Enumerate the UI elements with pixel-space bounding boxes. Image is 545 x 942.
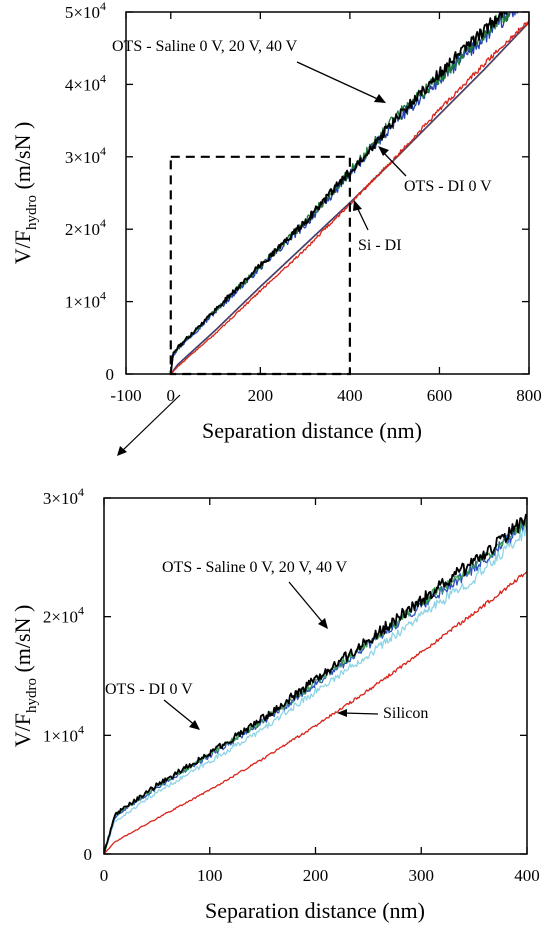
top-y-axis-title: V/Fhydro (m/sN ) (10, 122, 40, 265)
chart-bottom: 0 100 200 300 400 0 1×104 2×104 3×104 Separatio… (10, 485, 540, 923)
top-arrowhead-ots-saline (374, 94, 386, 103)
bottom-annotation-silicon: Silicon (383, 705, 428, 722)
y-tick-label: 3×104 (43, 485, 84, 508)
bottom-arrow-ots-di (163, 699, 197, 727)
y-tick-label: 2×104 (65, 216, 106, 239)
y-tick-label: 3×104 (65, 144, 106, 167)
bottom-arrowhead-ots-di (189, 720, 200, 730)
x-tick-label: 800 (516, 386, 542, 405)
y-tick-label: 1×104 (43, 722, 84, 745)
top-arrowhead-si-di (353, 200, 362, 211)
top-y-ticks: 0 1×104 2×104 3×104 4×104 5×104 (65, 0, 529, 384)
top-arrowhead-ots-di (378, 146, 389, 156)
bottom-arrowhead-silicon (337, 709, 347, 717)
x-tick-label: 0 (100, 866, 109, 885)
x-tick-label: 400 (514, 866, 540, 885)
bottom-arrow-silicon (342, 712, 379, 715)
top-y-axis-suffix: (m/sN ) (10, 122, 35, 195)
bottom-x-axis-title: Separation distance (nm) (205, 898, 425, 923)
top-arrow-ots-di (380, 149, 407, 177)
top-y-axis-prefix: V/F (10, 230, 35, 264)
series-line-4 (104, 571, 527, 854)
series-line-3 (104, 513, 527, 854)
bottom-annotation-ots-di: OTS - DI 0 V (105, 681, 193, 698)
x-tick-label: 600 (427, 386, 453, 405)
bottom-arrow-ots-saline (288, 581, 325, 625)
bottom-annotation-ots-saline: OTS - Saline 0 V, 20 V, 40 V (162, 559, 348, 576)
series-line-5 (170, 18, 529, 374)
top-annotation-ots-di: OTS - DI 0 V (404, 178, 492, 195)
series-line-4 (170, 21, 529, 374)
top-arrow-ots-saline (296, 61, 383, 102)
x-tick-label: 200 (248, 386, 274, 405)
x-tick-label: -100 (110, 386, 141, 405)
x-tick-label: 100 (197, 866, 223, 885)
y-tick-label: 0 (84, 845, 93, 864)
x-tick-label: 0 (167, 386, 176, 405)
top-annotation-ots-saline: OTS - Saline 0 V, 20 V, 40 V (112, 38, 298, 55)
bottom-y-axis-title: V/Fhydro (m/sN ) (10, 605, 40, 748)
y-tick-label: 1×104 (65, 289, 106, 312)
bottom-x-ticks: 0 100 200 300 400 (100, 498, 540, 885)
x-tick-label: 200 (303, 866, 329, 885)
top-annotation-si-di: Si - DI (358, 237, 402, 254)
zoom-connector-arrow (120, 394, 181, 453)
y-tick-label: 2×104 (43, 604, 84, 627)
bottom-y-axis-sub: hydro (24, 678, 40, 713)
series-line-0 (104, 524, 527, 854)
top-y-axis-sub: hydro (24, 195, 40, 230)
top-x-axis-title: Separation distance (nm) (202, 418, 422, 443)
top-plot-frame (125, 11, 530, 375)
x-tick-label: 300 (409, 866, 435, 885)
bottom-arrowhead-ots-saline (318, 618, 328, 629)
top-x-ticks: -100 0 200 400 600 800 (110, 12, 542, 405)
bottom-y-ticks: 0 1×104 2×104 3×104 (43, 485, 527, 864)
bottom-y-axis-prefix: V/F (10, 713, 35, 747)
y-tick-label: 5×104 (65, 0, 106, 22)
chart-top: -100 0 200 400 600 800 0 1×104 2×104 3×104 4×104 5… (10, 0, 542, 443)
y-tick-label: 4×104 (65, 71, 106, 94)
series-line-1 (104, 518, 527, 854)
zoom-connector-arrowhead (117, 446, 127, 456)
y-tick-label: 0 (106, 365, 115, 384)
x-tick-label: 400 (337, 386, 363, 405)
bottom-series-group (104, 513, 527, 854)
bottom-y-axis-suffix: (m/sN ) (10, 605, 35, 678)
